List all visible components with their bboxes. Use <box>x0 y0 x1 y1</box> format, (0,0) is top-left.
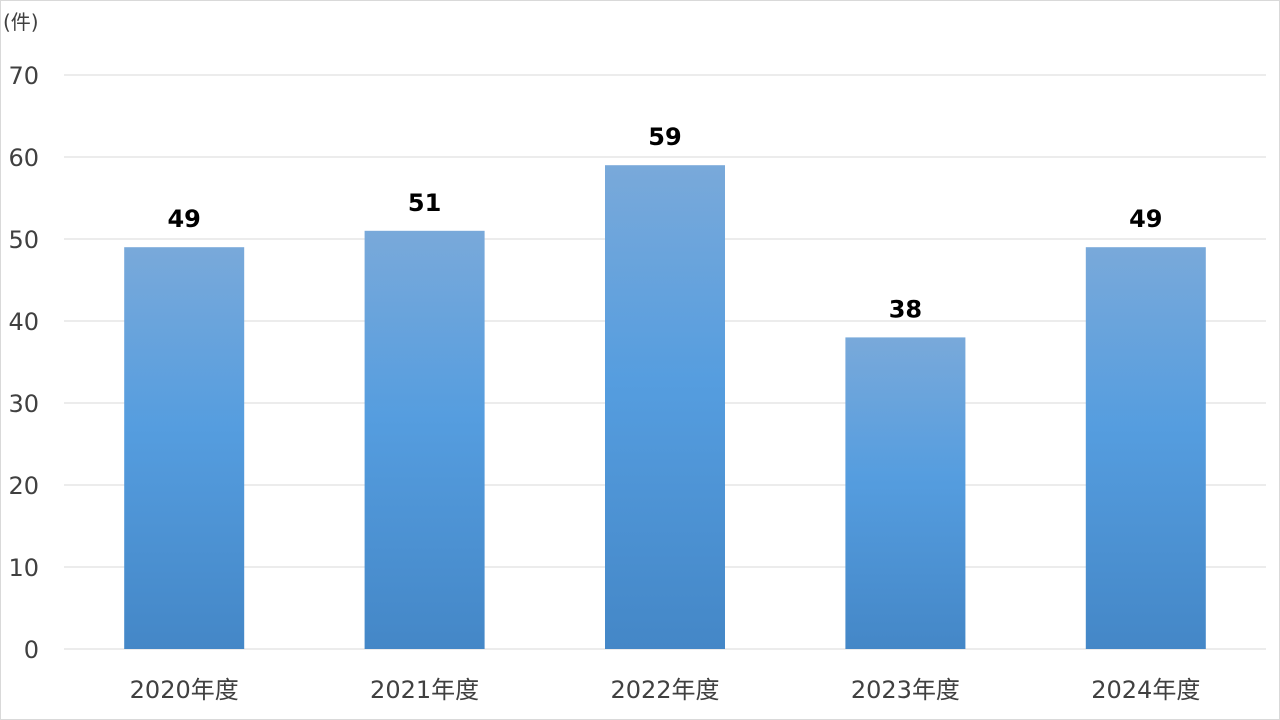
data-label: 49 <box>167 205 200 233</box>
y-tick-label: 10 <box>8 554 39 582</box>
y-tick-label: 40 <box>8 308 39 336</box>
x-category-label: 2022年度 <box>610 676 719 704</box>
bar-2023年度 <box>845 337 966 649</box>
data-labels: 49 51 59 38 49 <box>167 123 1162 323</box>
y-tick-label: 30 <box>8 390 39 418</box>
y-tick-label: 20 <box>8 472 39 500</box>
x-category-label: 2020年度 <box>130 676 239 704</box>
x-axis-categories: 2020年度 2021年度 2022年度 2023年度 2024年度 <box>130 676 1201 704</box>
data-label: 51 <box>408 189 441 217</box>
y-tick-label: 70 <box>8 62 39 90</box>
y-tick-label: 60 <box>8 144 39 172</box>
y-axis-unit-label: (件) <box>3 10 39 34</box>
data-label: 49 <box>1129 205 1162 233</box>
bar-2020年度 <box>124 247 245 649</box>
bar-2021年度 <box>364 230 485 650</box>
bars <box>124 165 1206 650</box>
x-category-label: 2024年度 <box>1091 676 1200 704</box>
y-tick-label: 0 <box>24 636 39 664</box>
y-axis-ticks: 0 10 20 30 40 50 60 70 <box>8 62 39 664</box>
y-tick-label: 50 <box>8 226 39 254</box>
bar-2022年度 <box>605 165 725 649</box>
x-category-label: 2023年度 <box>851 676 960 704</box>
data-label: 38 <box>889 295 922 323</box>
bar-2024年度 <box>1085 247 1206 649</box>
x-category-label: 2021年度 <box>370 676 479 704</box>
data-label: 59 <box>648 123 681 151</box>
